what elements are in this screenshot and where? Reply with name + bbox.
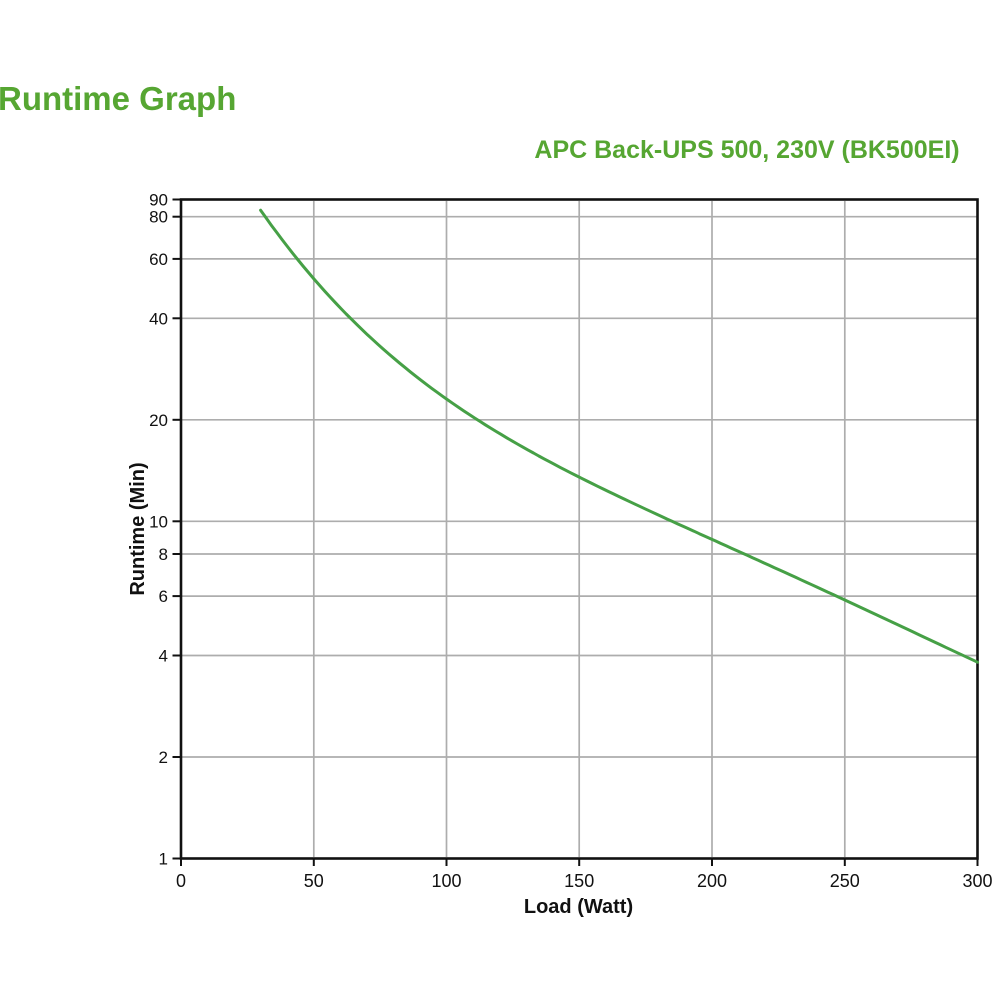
svg-text:1: 1 bbox=[159, 850, 168, 869]
svg-text:60: 60 bbox=[149, 250, 168, 269]
svg-text:80: 80 bbox=[149, 208, 168, 227]
svg-text:10: 10 bbox=[149, 512, 168, 531]
svg-text:90: 90 bbox=[149, 191, 168, 210]
svg-text:200: 200 bbox=[697, 871, 727, 891]
svg-text:Load (Watt): Load (Watt) bbox=[524, 896, 633, 918]
svg-text:Runtime (Min): Runtime (Min) bbox=[127, 462, 149, 595]
svg-text:2: 2 bbox=[159, 748, 168, 767]
svg-text:50: 50 bbox=[304, 871, 324, 891]
svg-text:40: 40 bbox=[149, 309, 168, 328]
svg-text:250: 250 bbox=[830, 871, 860, 891]
svg-text:6: 6 bbox=[159, 587, 168, 606]
svg-text:4: 4 bbox=[159, 647, 168, 666]
svg-text:8: 8 bbox=[159, 545, 168, 564]
svg-text:20: 20 bbox=[149, 411, 168, 430]
svg-text:100: 100 bbox=[431, 871, 461, 891]
svg-text:300: 300 bbox=[962, 871, 992, 891]
svg-text:0: 0 bbox=[176, 871, 186, 891]
svg-text:150: 150 bbox=[564, 871, 594, 891]
